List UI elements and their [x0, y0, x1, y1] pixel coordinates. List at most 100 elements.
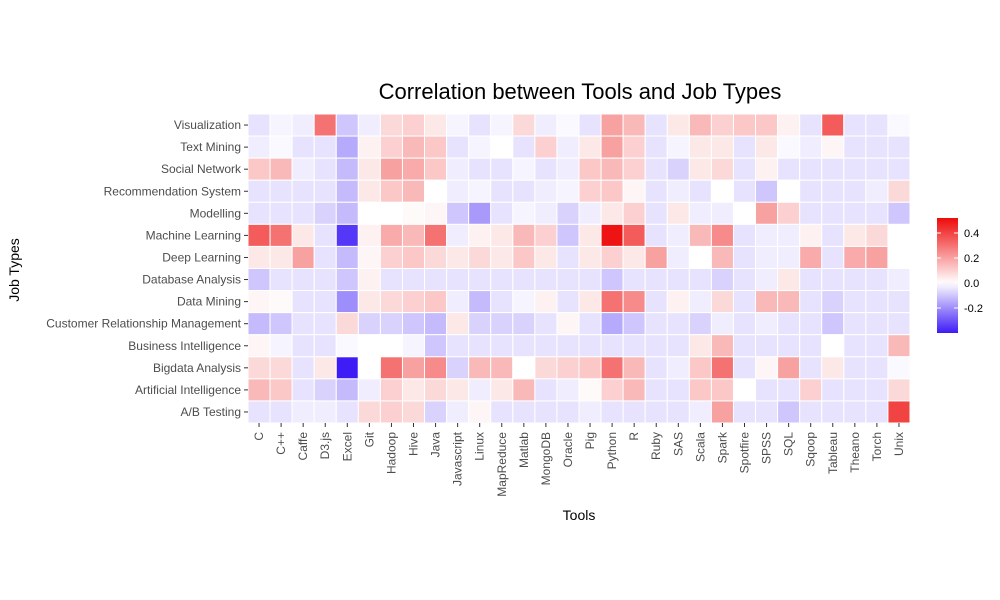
- heatmap-cell: [578, 290, 602, 314]
- heatmap-cell: [732, 378, 757, 402]
- heatmap-cell: [291, 113, 315, 137]
- heatmap-cell: [534, 113, 558, 137]
- x-tick-label: Spark: [715, 431, 729, 463]
- heatmap-cell: [424, 312, 448, 336]
- heatmap-cell: [490, 268, 514, 292]
- heatmap-cell: [755, 201, 779, 225]
- heatmap-cell: [313, 400, 337, 424]
- heatmap-cell: [269, 201, 293, 225]
- heatmap-cell: [578, 334, 602, 358]
- heatmap-cell: [269, 400, 293, 424]
- heatmap-cells: [247, 113, 911, 424]
- heatmap-cell: [843, 378, 867, 402]
- heatmap-cell: [357, 290, 381, 314]
- heatmap-cell: [512, 312, 536, 336]
- heatmap-cell: [799, 179, 823, 203]
- heatmap-cell: [534, 290, 558, 314]
- y-axis-title: Job Types: [6, 238, 22, 302]
- heatmap-cell: [600, 135, 624, 159]
- heatmap-cell: [622, 245, 646, 269]
- heatmap-cell: [799, 245, 823, 269]
- heatmap-cell: [534, 356, 558, 380]
- heatmap-cell: [600, 179, 624, 203]
- heatmap-cell: [556, 201, 580, 225]
- y-tick-label: Database Analysis: [142, 273, 241, 287]
- heatmap-cell: [799, 356, 823, 380]
- heatmap-cell: [843, 245, 867, 269]
- heatmap-cell: [357, 113, 381, 137]
- heatmap-cell: [446, 223, 470, 247]
- x-tick-label: D3.js: [318, 432, 332, 459]
- heatmap-cell: [534, 157, 558, 181]
- heatmap-cell: [424, 378, 448, 402]
- heatmap-cell: [710, 113, 734, 137]
- heatmap-cell: [666, 113, 690, 137]
- heatmap-cell: [357, 356, 381, 380]
- y-tick-label: Recommendation System: [104, 184, 241, 198]
- heatmap-cell: [247, 290, 271, 314]
- heatmap-cell: [401, 135, 426, 159]
- y-axis-ticks: Visualization Text Mining Social Network Re…: [46, 118, 248, 419]
- heatmap-cell: [578, 201, 602, 225]
- y-tick-label: Bigdata Analysis: [153, 361, 241, 375]
- x-tick-label: Javascript: [451, 431, 465, 486]
- heatmap-cell: [622, 378, 646, 402]
- heatmap-cell: [865, 334, 889, 358]
- heatmap-cell: [688, 378, 712, 402]
- heatmap-cell: [755, 290, 779, 314]
- heatmap-cell: [291, 356, 315, 380]
- heatmap-cell: [710, 223, 734, 247]
- heatmap-cell: [600, 157, 624, 181]
- heatmap-cell: [710, 378, 734, 402]
- heatmap-cell: [556, 378, 580, 402]
- heatmap-cell: [777, 179, 801, 203]
- heatmap-cell: [446, 113, 470, 137]
- heatmap-cell: [424, 157, 448, 181]
- heatmap-cell: [799, 201, 823, 225]
- heatmap-cell: [247, 312, 271, 336]
- heatmap-cell: [799, 268, 823, 292]
- heatmap-cell: [865, 245, 889, 269]
- heatmap-cell: [401, 201, 426, 225]
- heatmap-cell: [777, 312, 801, 336]
- heatmap-cell: [666, 179, 690, 203]
- heatmap-cell: [732, 312, 757, 336]
- heatmap-cell: [512, 201, 536, 225]
- heatmap-cell: [269, 268, 293, 292]
- heatmap-cell: [446, 268, 470, 292]
- heatmap-cell: [799, 223, 823, 247]
- x-tick-label: R: [627, 432, 641, 441]
- x-tick-label: Python: [605, 432, 619, 469]
- heatmap-cell: [821, 223, 845, 247]
- legend-tick-label: 0.2: [964, 253, 979, 265]
- heatmap-cell: [357, 135, 381, 159]
- heatmap-cell: [534, 223, 558, 247]
- heatmap-cell: [688, 113, 712, 137]
- heatmap-cell: [732, 334, 757, 358]
- heatmap-cell: [269, 179, 293, 203]
- heatmap-cell: [755, 245, 779, 269]
- heatmap-cell: [777, 356, 801, 380]
- heatmap-cell: [401, 245, 426, 269]
- heatmap-cell: [446, 378, 470, 402]
- heatmap-cell: [556, 312, 580, 336]
- heatmap-cell: [600, 113, 624, 137]
- heatmap-cell: [313, 378, 337, 402]
- heatmap-cell: [269, 378, 293, 402]
- heatmap-cell: [512, 113, 536, 137]
- heatmap-cell: [666, 378, 690, 402]
- heatmap-cell: [269, 334, 293, 358]
- heatmap-cell: [247, 334, 271, 358]
- heatmap-cell: [688, 223, 712, 247]
- heatmap-cell: [512, 157, 536, 181]
- heatmap-cell: [490, 113, 514, 137]
- heatmap-cell: [600, 400, 624, 424]
- heatmap-cell: [335, 290, 359, 314]
- heatmap-cell: [534, 268, 558, 292]
- heatmap-cell: [269, 290, 293, 314]
- heatmap-cell: [512, 400, 536, 424]
- heatmap-cell: [622, 400, 646, 424]
- heatmap-cell: [688, 356, 712, 380]
- heatmap-cell: [468, 400, 492, 424]
- heatmap-cell: [357, 179, 381, 203]
